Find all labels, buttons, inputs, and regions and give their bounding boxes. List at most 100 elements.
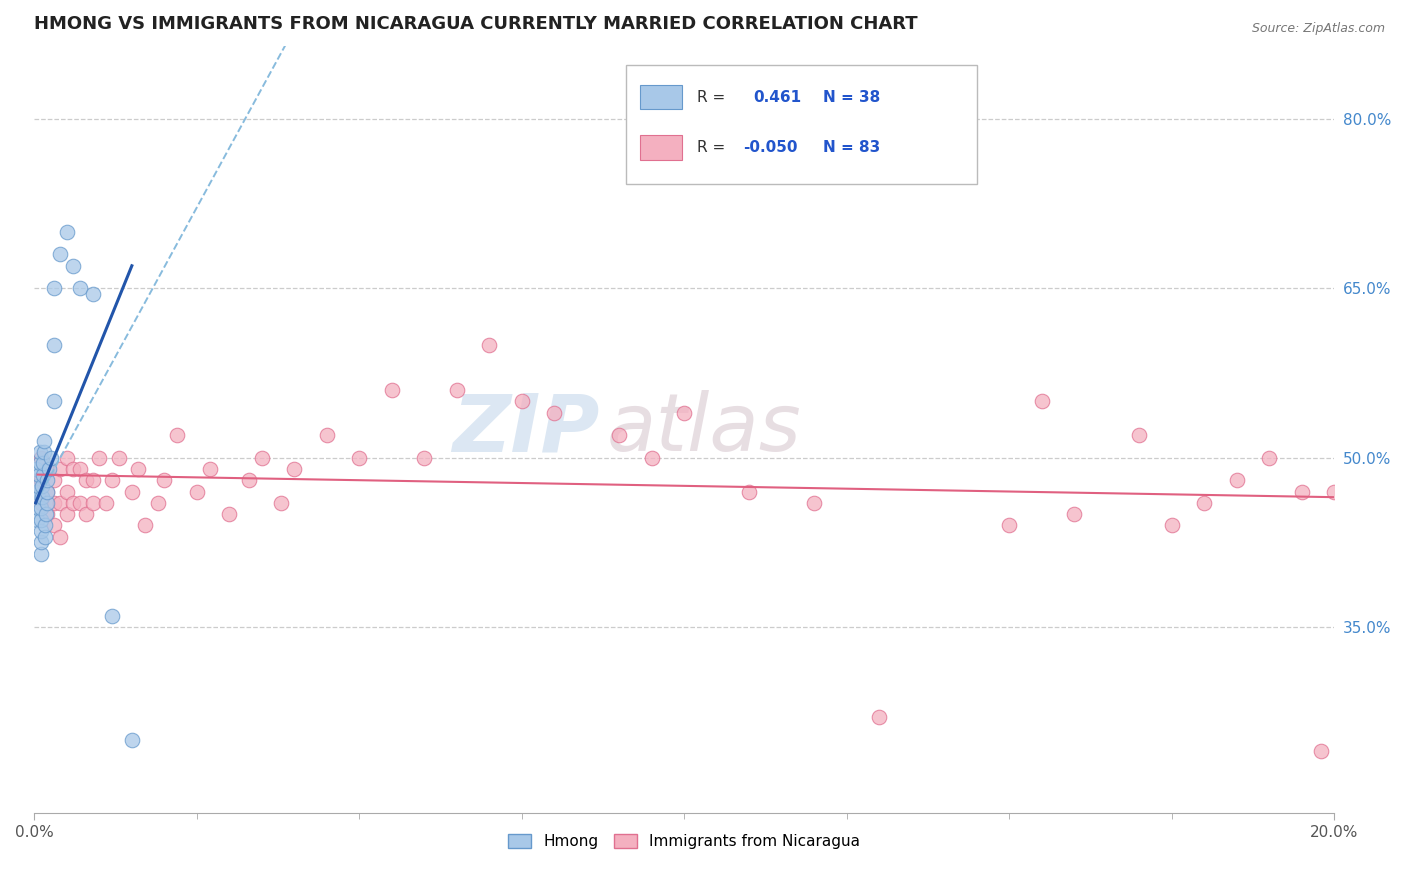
Point: [1192, 496, 1215, 510]
Point: [1160, 518, 1182, 533]
Point: [30, 535, 52, 549]
Point: [270, 496, 292, 510]
Point: [37, 484, 59, 499]
Point: [32, 456, 55, 470]
Point: [146, 496, 169, 510]
Point: [56, 450, 79, 465]
Point: [101, 608, 124, 623]
Point: [27, 473, 49, 487]
Point: [31, 479, 53, 493]
Point: [82, 287, 104, 301]
Point: [39, 450, 62, 465]
Point: [30, 513, 52, 527]
Point: [32, 445, 55, 459]
Text: R =: R =: [697, 89, 725, 104]
Point: [42, 338, 65, 352]
Point: [998, 518, 1021, 533]
Text: atlas: atlas: [606, 391, 801, 468]
Point: [35, 507, 58, 521]
Point: [38, 462, 60, 476]
Point: [82, 473, 104, 487]
Point: [75, 473, 97, 487]
Point: [27, 501, 49, 516]
Point: [62, 496, 84, 510]
Point: [31, 490, 53, 504]
Point: [42, 518, 65, 533]
Point: [283, 462, 305, 476]
Point: [94, 496, 117, 510]
Point: [30, 547, 52, 561]
Point: [381, 383, 404, 397]
Legend: Hmong, Immigrants from Nicaragua: Hmong, Immigrants from Nicaragua: [502, 828, 866, 855]
Point: [198, 462, 221, 476]
Point: [82, 496, 104, 510]
Text: ZIP: ZIP: [453, 391, 600, 468]
Text: Source: ZipAtlas.com: Source: ZipAtlas.com: [1251, 22, 1385, 36]
Point: [607, 428, 630, 442]
Point: [75, 507, 97, 521]
Point: [34, 518, 56, 533]
Point: [250, 450, 273, 465]
Point: [30, 501, 52, 516]
Point: [37, 507, 59, 521]
Point: [121, 732, 143, 747]
Point: [1291, 484, 1313, 499]
Point: [349, 450, 371, 465]
Point: [413, 450, 436, 465]
Point: [30, 473, 52, 487]
Point: [69, 462, 91, 476]
FancyBboxPatch shape: [640, 85, 682, 110]
Point: [62, 462, 84, 476]
Point: [30, 524, 52, 538]
Point: [1031, 394, 1053, 409]
Point: [218, 507, 240, 521]
Text: HMONG VS IMMIGRANTS FROM NICARAGUA CURRENTLY MARRIED CORRELATION CHART: HMONG VS IMMIGRANTS FROM NICARAGUA CURRE…: [34, 15, 918, 33]
Point: [49, 530, 72, 544]
Point: [31, 467, 53, 482]
Point: [42, 496, 65, 510]
Point: [166, 428, 188, 442]
Point: [34, 530, 56, 544]
Point: [543, 405, 565, 419]
Point: [28, 467, 51, 482]
Point: [37, 462, 59, 476]
Point: [641, 450, 664, 465]
Point: [42, 394, 65, 409]
Point: [738, 484, 761, 499]
Point: [868, 710, 890, 724]
Point: [42, 473, 65, 487]
Point: [28, 456, 51, 470]
Point: [62, 259, 84, 273]
Text: N = 38: N = 38: [824, 89, 880, 104]
Point: [30, 496, 52, 510]
Point: [134, 518, 156, 533]
Point: [56, 225, 79, 239]
Point: [186, 484, 208, 499]
Point: [25, 462, 48, 476]
Point: [1128, 428, 1150, 442]
Point: [446, 383, 468, 397]
Point: [121, 484, 143, 499]
Point: [478, 338, 501, 352]
Point: [27, 490, 49, 504]
Point: [1323, 484, 1346, 499]
Point: [101, 473, 124, 487]
Text: R =: R =: [697, 140, 725, 155]
Point: [24, 484, 46, 499]
Point: [56, 507, 79, 521]
Text: N = 83: N = 83: [824, 140, 880, 155]
FancyBboxPatch shape: [626, 65, 977, 184]
Point: [30, 445, 52, 459]
Point: [32, 434, 55, 448]
FancyBboxPatch shape: [640, 136, 682, 160]
Point: [673, 405, 696, 419]
Point: [127, 462, 149, 476]
Point: [108, 450, 131, 465]
Point: [1310, 744, 1333, 758]
Point: [803, 496, 825, 510]
Text: 0.461: 0.461: [754, 89, 801, 104]
Point: [49, 496, 72, 510]
Point: [69, 496, 91, 510]
Point: [42, 281, 65, 295]
Text: -0.050: -0.050: [742, 140, 797, 155]
